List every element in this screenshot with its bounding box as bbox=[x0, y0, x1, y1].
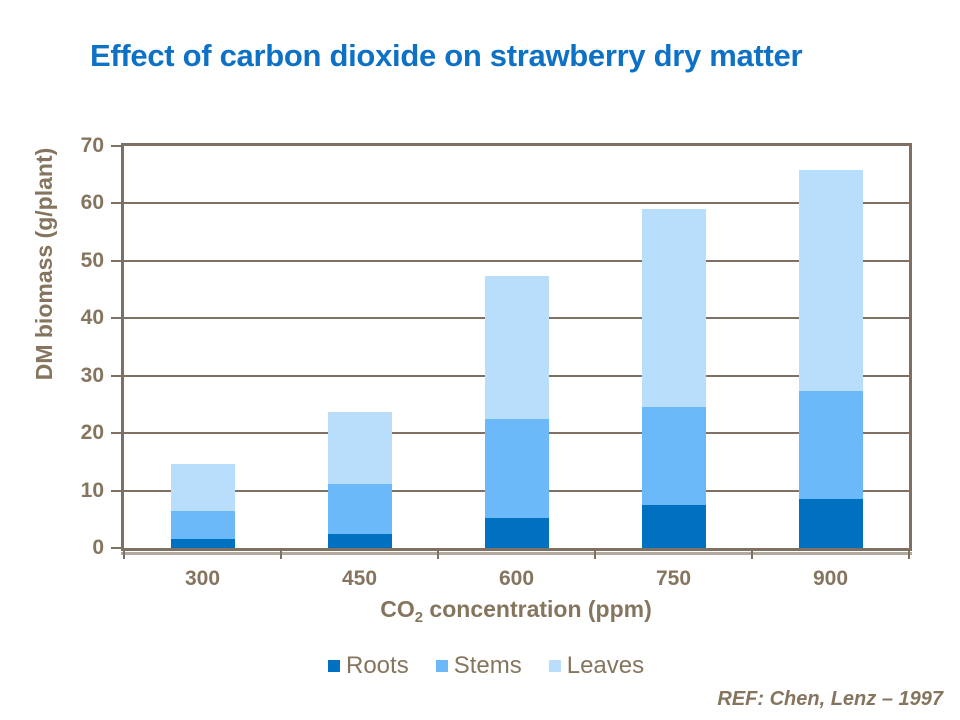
y-axis-tick bbox=[111, 259, 121, 262]
y-tick-label: 10 bbox=[80, 478, 104, 502]
x-axis-tick bbox=[280, 551, 282, 559]
bar-segment-leaves-450 bbox=[327, 411, 392, 485]
axis-shadow-line bbox=[121, 552, 912, 555]
y-axis-tick bbox=[111, 374, 121, 377]
legend-item-stems: Stems bbox=[435, 652, 522, 679]
y-axis-tick bbox=[111, 489, 121, 492]
y-axis-tick bbox=[111, 145, 121, 147]
legend-label: Roots bbox=[346, 652, 409, 679]
x-axis-title-post: concentration (ppm) bbox=[423, 596, 652, 622]
plot-area bbox=[121, 143, 912, 551]
legend-swatch-leaves bbox=[548, 660, 561, 672]
bar-segment-roots-750 bbox=[641, 504, 706, 548]
bar-segment-stems-750 bbox=[641, 406, 706, 505]
legend-item-roots: Roots bbox=[328, 653, 409, 679]
bar-segment-leaves-600 bbox=[484, 275, 549, 420]
legend-label: Leaves bbox=[566, 652, 645, 679]
bar-segment-leaves-300 bbox=[170, 463, 235, 512]
reference-text: REF: Chen, Lenz – 1997 bbox=[717, 688, 943, 710]
y-tick-label: 50 bbox=[80, 248, 104, 272]
y-tick-label: 20 bbox=[80, 421, 104, 445]
y-tick-label: 0 bbox=[92, 536, 104, 559]
legend-swatch-roots bbox=[328, 660, 340, 672]
bar-segment-roots-600 bbox=[484, 517, 549, 548]
x-tick-label-600: 600 bbox=[498, 567, 535, 590]
bar-segment-leaves-900 bbox=[798, 170, 863, 391]
legend: Roots Stems Leaves bbox=[328, 653, 644, 679]
gridline bbox=[124, 259, 909, 262]
x-axis-title-pre: CO bbox=[380, 596, 415, 622]
bar-segment-stems-900 bbox=[798, 390, 863, 500]
x-axis-tick bbox=[123, 551, 125, 559]
bar-segment-leaves-750 bbox=[641, 209, 706, 407]
bar-segment-stems-600 bbox=[484, 419, 549, 518]
y-axis-tick bbox=[111, 202, 121, 205]
y-tick-label: 40 bbox=[80, 306, 104, 330]
x-axis-tick bbox=[908, 551, 910, 559]
x-tick-label-450: 450 bbox=[341, 567, 378, 590]
gridline bbox=[124, 202, 909, 205]
x-tick-label-750: 750 bbox=[655, 567, 692, 590]
y-tick-label: 70 bbox=[80, 134, 104, 157]
legend-item-leaves: Leaves bbox=[548, 652, 645, 679]
bar-segment-roots-300 bbox=[170, 539, 235, 548]
y-tick-label: 60 bbox=[80, 191, 104, 215]
legend-swatch-stems bbox=[435, 660, 448, 672]
x-axis-title-subscript: 2 bbox=[414, 609, 424, 626]
chart-title: Effect of carbon dioxide on strawberry d… bbox=[90, 38, 803, 73]
y-axis-tick bbox=[111, 432, 121, 435]
y-axis-tick bbox=[111, 317, 121, 320]
x-axis-tick bbox=[437, 551, 439, 559]
x-tick-label-300: 300 bbox=[184, 567, 221, 590]
y-axis-tick bbox=[111, 547, 121, 549]
x-axis-title: CO2 concentration (ppm) bbox=[316, 595, 716, 626]
bar-segment-stems-450 bbox=[327, 484, 392, 535]
x-axis-tick bbox=[594, 551, 596, 559]
bar-segment-stems-300 bbox=[170, 511, 235, 540]
legend-label: Stems bbox=[453, 652, 522, 679]
x-axis-tick bbox=[751, 551, 753, 559]
x-tick-label-900: 900 bbox=[812, 567, 849, 590]
y-tick-label: 30 bbox=[80, 363, 104, 387]
bar-segment-roots-450 bbox=[327, 534, 392, 548]
bar-segment-roots-900 bbox=[798, 499, 863, 548]
